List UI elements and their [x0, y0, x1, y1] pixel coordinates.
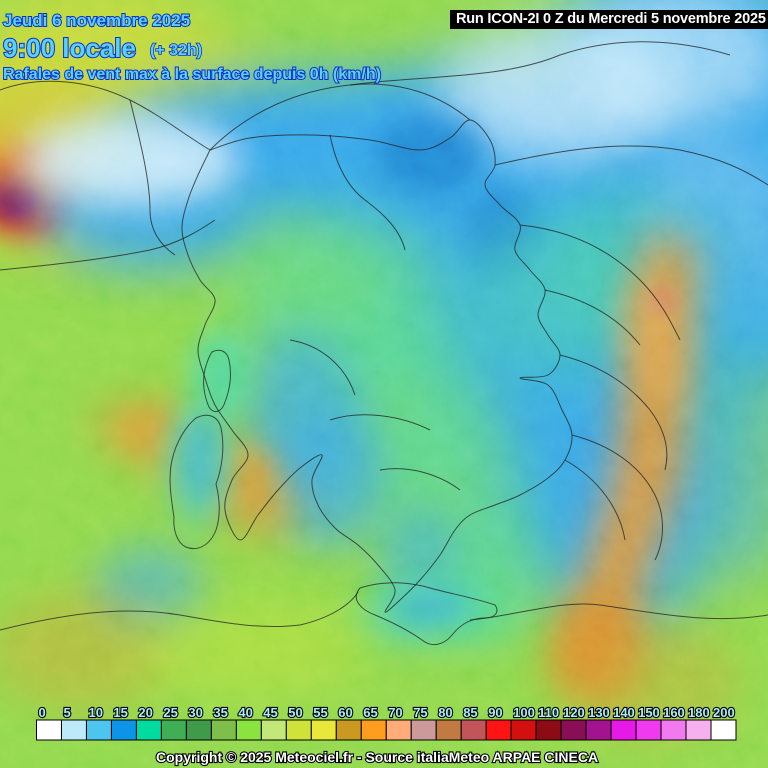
svg-text:0: 0 — [39, 705, 46, 720]
svg-text:45: 45 — [263, 705, 277, 720]
svg-text:5: 5 — [64, 705, 71, 720]
svg-text:140: 140 — [613, 705, 635, 720]
svg-text:180: 180 — [688, 705, 710, 720]
svg-text:15: 15 — [113, 705, 127, 720]
svg-text:130: 130 — [588, 705, 610, 720]
svg-text:80: 80 — [438, 705, 452, 720]
svg-text:60: 60 — [338, 705, 352, 720]
svg-text:25: 25 — [163, 705, 177, 720]
svg-text:160: 160 — [663, 705, 685, 720]
svg-text:70: 70 — [388, 705, 402, 720]
svg-text:200: 200 — [713, 705, 735, 720]
svg-text:35: 35 — [213, 705, 227, 720]
svg-text:30: 30 — [188, 705, 202, 720]
svg-text:90: 90 — [488, 705, 502, 720]
svg-text:110: 110 — [538, 705, 559, 720]
svg-text:10: 10 — [89, 705, 103, 720]
svg-text:120: 120 — [563, 705, 585, 720]
svg-text:100: 100 — [513, 705, 535, 720]
svg-text:150: 150 — [638, 705, 660, 720]
svg-text:65: 65 — [363, 705, 377, 720]
svg-text:55: 55 — [313, 705, 327, 720]
svg-text:40: 40 — [238, 705, 252, 720]
svg-text:85: 85 — [463, 705, 477, 720]
svg-text:75: 75 — [413, 705, 427, 720]
svg-text:20: 20 — [138, 705, 152, 720]
svg-text:50: 50 — [288, 705, 302, 720]
